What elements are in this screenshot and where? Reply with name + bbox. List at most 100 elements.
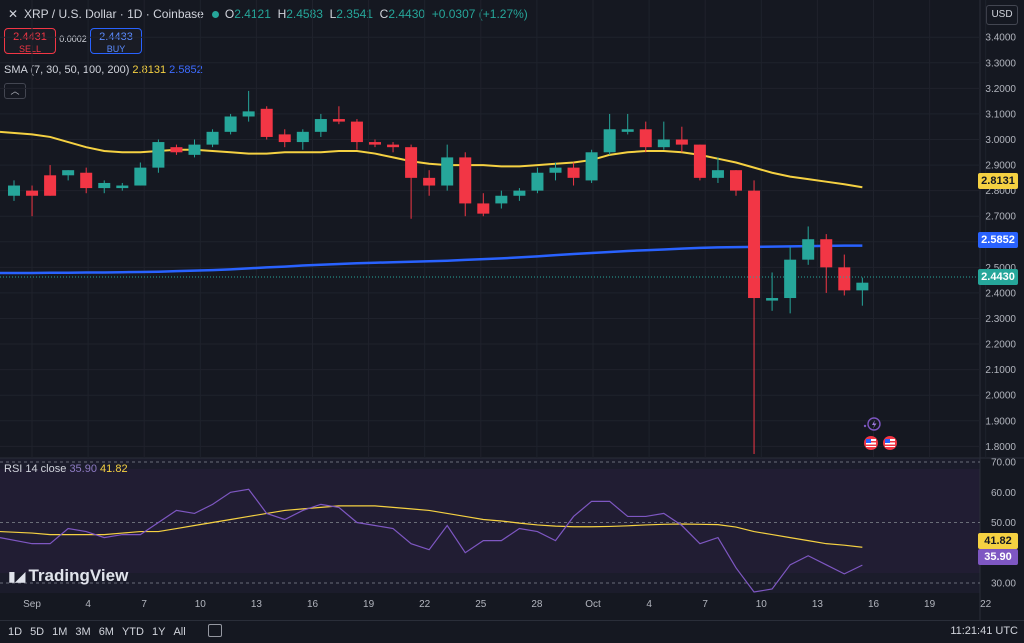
candle[interactable]: [242, 90, 255, 122]
buy-label: BUY: [106, 44, 126, 54]
economic-events[interactable]: [860, 416, 908, 456]
candle[interactable]: [856, 277, 869, 306]
candle[interactable]: [459, 152, 472, 217]
candle[interactable]: [567, 162, 580, 186]
timeframe-6m[interactable]: 6M: [98, 626, 114, 638]
price-tick-label: 1.8000: [985, 442, 1016, 453]
chevron-up-icon: ︿: [10, 86, 20, 96]
candle[interactable]: [98, 180, 111, 194]
candle[interactable]: [116, 182, 129, 191]
candle[interactable]: [314, 113, 327, 137]
candle[interactable]: [278, 129, 291, 148]
candle[interactable]: [260, 106, 273, 140]
candle[interactable]: [513, 188, 526, 201]
us-flag-icon[interactable]: [883, 436, 897, 450]
candle[interactable]: [62, 170, 75, 181]
sma-slow-line[interactable]: [0, 244, 863, 275]
candle[interactable]: [296, 129, 309, 150]
date-tick-label: 22: [980, 599, 992, 610]
candle-body: [314, 119, 327, 132]
sma-slow-tag: 2.5852: [978, 232, 1018, 248]
candle[interactable]: [477, 193, 490, 217]
candle[interactable]: [531, 167, 544, 194]
candle[interactable]: [387, 142, 400, 153]
date-tick-label: 28: [531, 599, 543, 610]
candle[interactable]: [441, 144, 454, 191]
rsi-legend[interactable]: RSI 14 close 35.90 41.82: [4, 463, 128, 475]
candle[interactable]: [224, 113, 237, 135]
candle[interactable]: [26, 185, 39, 217]
candle[interactable]: [369, 139, 381, 148]
timeframe-5d[interactable]: 5D: [30, 626, 45, 638]
candle[interactable]: [838, 254, 851, 296]
candle[interactable]: [350, 119, 363, 150]
candle-body: [675, 139, 688, 145]
candle[interactable]: [784, 246, 797, 314]
sma-legend[interactable]: SMA (7, 30, 50, 100, 200) 2.8131 2.5852: [4, 64, 203, 76]
candle-body: [639, 129, 652, 148]
lightning-icon[interactable]: [863, 417, 881, 431]
calendar-icon[interactable]: [208, 624, 222, 637]
candle-body: [585, 152, 598, 181]
timeframe-3m[interactable]: 3M: [75, 626, 91, 638]
candle[interactable]: [802, 226, 815, 265]
candle[interactable]: [730, 170, 742, 196]
candle[interactable]: [693, 144, 706, 181]
candle[interactable]: [206, 129, 219, 148]
currency-selector[interactable]: USD: [986, 5, 1018, 25]
candle[interactable]: [820, 234, 833, 293]
candle-body: [278, 134, 291, 143]
timeframe-all[interactable]: All: [173, 626, 186, 638]
tradingview-logo[interactable]: ▮◢ TradingView: [8, 566, 128, 586]
candle-body: [441, 157, 454, 186]
candle[interactable]: [657, 121, 670, 150]
candle[interactable]: [8, 180, 20, 201]
rsi-tick-label: 30.00: [991, 578, 1016, 589]
candle-body: [369, 142, 381, 145]
tradingview-logo-icon: ▮◢: [8, 568, 26, 584]
candle[interactable]: [766, 272, 779, 311]
collapse-legend-button[interactable]: ︿: [4, 83, 26, 99]
date-tick-label: 13: [812, 599, 824, 610]
candle-body: [513, 190, 526, 196]
candle[interactable]: [332, 106, 345, 125]
candle[interactable]: [170, 144, 183, 155]
timeframe-1d[interactable]: 1D: [8, 626, 23, 638]
us-flag-icon[interactable]: [864, 436, 878, 450]
candle-body: [188, 144, 201, 155]
candle[interactable]: [621, 113, 634, 135]
candle[interactable]: [639, 121, 652, 153]
candle[interactable]: [44, 165, 57, 196]
candle-body: [459, 157, 472, 204]
candle-body: [152, 142, 165, 168]
candle[interactable]: [549, 162, 562, 181]
symbol-title[interactable]: XRP / U.S. Dollar · 1D · Coinbase: [24, 7, 204, 21]
candle[interactable]: [495, 190, 508, 209]
rsi-line[interactable]: [0, 488, 863, 593]
candle[interactable]: [152, 139, 165, 173]
price-tick-label: 3.3000: [985, 58, 1016, 69]
timeframe-1m[interactable]: 1M: [52, 626, 68, 638]
candle[interactable]: [188, 139, 201, 158]
rsi-tick-label: 70.00: [991, 458, 1016, 469]
rsi-band-fill: [0, 469, 980, 573]
candle[interactable]: [80, 167, 93, 194]
candle-body: [477, 203, 490, 214]
utc-clock[interactable]: 11:21:41 UTC: [950, 625, 1018, 637]
candle[interactable]: [748, 180, 761, 454]
date-tick-label: 16: [868, 599, 880, 610]
candle[interactable]: [405, 144, 418, 219]
candle[interactable]: [134, 162, 147, 186]
candle-body: [350, 121, 363, 143]
date-tick-label: 22: [419, 599, 431, 610]
candle[interactable]: [423, 170, 436, 196]
price-tick-label: 2.3000: [985, 314, 1016, 325]
candle[interactable]: [675, 126, 688, 153]
candle[interactable]: [711, 157, 724, 183]
rsi-ma-line[interactable]: [0, 505, 863, 548]
timeframe-ytd[interactable]: YTD: [121, 626, 144, 638]
candle[interactable]: [585, 149, 598, 183]
candle[interactable]: [603, 113, 616, 155]
timeframe-1y[interactable]: 1Y: [151, 626, 166, 638]
price-chart[interactable]: 3.4000 3.3000 3.2000 3.1000 3.0000 2.9000 2.80…: [0, 0, 1024, 620]
